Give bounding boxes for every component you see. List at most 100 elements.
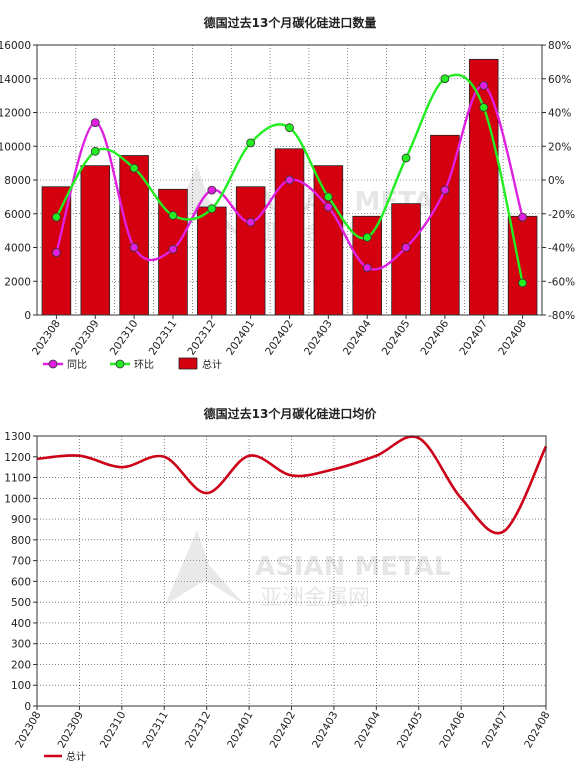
x-tick-label: 202311	[147, 318, 180, 358]
y-tick-label: 0	[24, 310, 31, 322]
data-point	[90, 118, 100, 128]
bar	[313, 165, 344, 316]
y-tick-label: 300	[11, 639, 31, 651]
x-tick-label: 202312	[185, 318, 218, 358]
data-point	[168, 244, 178, 254]
x-tick-label: 202405	[395, 710, 425, 751]
data-point	[323, 202, 333, 212]
quantity-chart: 德国过去13个月碳化硅进口数量 ASIAN METAL亚洲金属网02000400…	[0, 15, 575, 371]
x-tick-label: 202401	[224, 318, 257, 358]
data-point	[518, 278, 527, 288]
y-tick-label: 1000	[4, 493, 31, 505]
watermark-text: ASIAN METAL	[255, 552, 451, 582]
chart-title: 德国过去13个月碳化硅进口均价	[204, 406, 378, 421]
series-line	[55, 73, 524, 284]
data-point	[440, 185, 450, 195]
data-point	[401, 153, 411, 163]
data-point	[323, 192, 333, 202]
data-point	[52, 212, 61, 222]
x-tick-label: 202407	[480, 710, 510, 751]
y-tick-label: 2000	[4, 276, 31, 288]
bar	[235, 186, 266, 316]
watermark-logo	[165, 530, 245, 605]
data-point	[285, 123, 294, 133]
x-tick-label: 202312	[183, 710, 213, 751]
data-point	[207, 204, 217, 214]
x-tick-label: 202311	[140, 710, 170, 751]
y2-tick-label: 80%	[548, 40, 571, 52]
x-tick-label: 202310	[108, 318, 141, 358]
data-point	[168, 211, 178, 220]
data-point	[246, 217, 256, 227]
bar	[274, 148, 305, 316]
legend-marker	[115, 359, 125, 369]
y-tick-label: 0	[24, 701, 31, 713]
bar	[119, 155, 149, 316]
y2-tick-label: -60%	[548, 276, 575, 288]
y-tick-label: 800	[11, 535, 31, 547]
data-point	[90, 146, 100, 156]
y2-tick-label: 60%	[548, 74, 571, 86]
chart-title: 德国过去13个月碳化硅进口数量	[204, 15, 377, 30]
data-point	[518, 212, 527, 222]
legend-label: 环比	[134, 359, 154, 371]
y-tick-label: 14000	[0, 74, 31, 86]
y-tick-label: 1100	[4, 473, 31, 485]
y-tick-label: 1200	[4, 452, 31, 464]
x-tick-label: 202404	[341, 318, 374, 358]
y2-tick-label: -40%	[548, 243, 575, 255]
bar	[80, 165, 111, 316]
x-tick-label: 202404	[352, 709, 383, 750]
x-tick-label: 202310	[98, 710, 128, 751]
legend-marker	[48, 359, 58, 369]
data-point	[440, 74, 450, 84]
x-tick-label: 202403	[310, 710, 340, 751]
legend-swatch	[178, 357, 198, 370]
y-tick-label: 600	[11, 576, 31, 588]
data-point	[246, 138, 256, 148]
y2-tick-label: 20%	[548, 141, 571, 153]
data-point	[129, 243, 139, 252]
x-tick-label: 202308	[30, 318, 63, 358]
x-tick-label: 202308	[13, 710, 43, 751]
legend-label: 总计	[66, 750, 86, 763]
y-tick-label: 900	[11, 514, 31, 526]
y-tick-label: 16000	[0, 40, 31, 52]
legend-label: 总计	[202, 358, 222, 371]
x-tick-label: 202403	[302, 318, 335, 358]
data-point	[285, 175, 294, 185]
watermark: ASIAN METAL 亚洲金属网	[165, 530, 451, 611]
data-point	[362, 263, 372, 273]
x-tick-label: 202407	[457, 318, 490, 358]
data-point	[401, 243, 411, 252]
y2-tick-label: 0%	[548, 175, 565, 187]
series-line	[36, 435, 548, 535]
y-tick-label: 100	[11, 680, 31, 692]
y-tick-label: 12000	[0, 108, 31, 120]
legend-label: 同比	[67, 359, 87, 371]
y-tick-label: 500	[11, 597, 31, 609]
x-tick-label: 202402	[263, 318, 296, 358]
data-point	[362, 232, 372, 242]
data-point	[207, 185, 217, 195]
x-tick-label: 202408	[496, 318, 529, 358]
x-tick-label: 202401	[225, 710, 255, 751]
y-tick-label: 700	[11, 556, 31, 568]
bar	[197, 206, 227, 316]
data-point	[479, 103, 489, 112]
watermark-text: 亚洲金属网	[260, 586, 370, 611]
x-tick-label: 202402	[268, 710, 298, 751]
y2-tick-label: -20%	[548, 209, 575, 221]
x-tick-label: 202408	[522, 710, 552, 751]
data-point	[479, 81, 489, 90]
x-tick-label: 202406	[437, 709, 468, 750]
y2-tick-label: -80%	[548, 310, 575, 322]
bar	[391, 203, 421, 316]
y-tick-label: 8000	[4, 175, 31, 187]
y-tick-label: 1300	[4, 431, 31, 443]
data-point	[129, 163, 139, 173]
y-tick-label: 10000	[0, 141, 31, 153]
y-tick-label: 6000	[4, 209, 31, 221]
y-tick-label: 4000	[4, 243, 31, 255]
